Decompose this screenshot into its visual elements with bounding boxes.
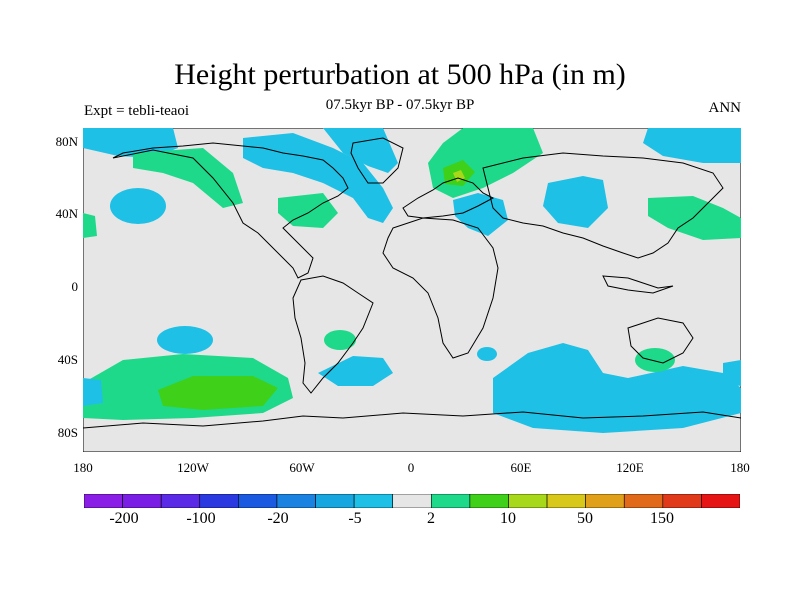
colorbar-swatch <box>160 494 201 508</box>
region-alaska-green <box>133 148 243 208</box>
region-greenland-cyan <box>323 128 398 173</box>
colorbar-swatch <box>585 494 625 508</box>
colorbar-label-2: 2 <box>427 510 435 527</box>
colorbar-swatch <box>662 494 702 508</box>
region-south-atlantic-cyan <box>318 356 393 386</box>
lon-tick-120e: 120E <box>616 460 644 475</box>
colorbar-swatch <box>199 494 239 508</box>
colorbar-label-150: 150 <box>650 510 674 527</box>
coast-europe <box>402 177 495 219</box>
colorbar-swatch <box>238 494 278 508</box>
colorbar-label-10: 10 <box>500 510 516 527</box>
lon-tick-180w: 180 <box>73 460 93 475</box>
lon-tick-0: 0 <box>407 460 415 475</box>
region-pacific-cyan-blob <box>110 188 166 224</box>
coast-antarctica <box>83 411 741 429</box>
colorbar-swatch <box>84 494 123 508</box>
experiment-label: Expt = tebli-teaoi <box>84 103 190 119</box>
lon-tick-60w: 60W <box>289 460 315 475</box>
lon-tick-120w: 120W <box>177 460 209 475</box>
anomaly-regions <box>83 128 741 433</box>
colorbar-swatch <box>353 494 394 508</box>
colorbar-swatch <box>508 494 548 508</box>
colorbar-label-minus20: -20 <box>267 510 289 527</box>
colorbar-label-minus200: -200 <box>109 510 139 527</box>
coast-greenland <box>350 137 404 184</box>
coastlines <box>83 137 741 429</box>
region-southern-indian-cyan <box>493 343 741 433</box>
region-japan-green <box>648 196 741 240</box>
region-south-atlantic-green <box>324 330 356 350</box>
region-southern-cyan-east <box>723 360 741 386</box>
world-map <box>83 128 741 452</box>
chart-title: Height perturbation at 500 hPa (in m) <box>174 58 626 91</box>
lat-tick-40s: 40S <box>57 352 78 367</box>
colorbar-label-minus5: -5 <box>348 510 362 527</box>
lon-tick-60e: 60E <box>510 460 532 475</box>
period-label: 07.5kyr BP - 07.5kyr BP <box>325 97 475 113</box>
lat-tick-80s: 80S <box>57 425 78 440</box>
colorbar-swatch <box>122 494 162 508</box>
coast-asia <box>482 152 724 259</box>
season-label: ANN <box>708 100 742 116</box>
lon-tick-180e: 180 <box>730 460 750 475</box>
colorbar <box>84 494 740 508</box>
coast-indonesia <box>602 275 674 294</box>
colorbar-label-minus100: -100 <box>186 510 216 527</box>
coast-south-america <box>292 275 374 394</box>
colorbar-swatch <box>546 494 586 508</box>
lat-tick-40n: 40N <box>55 206 78 221</box>
colorbar-swatch <box>701 494 740 508</box>
region-nw-atlantic-green <box>278 193 338 228</box>
coast-north-america <box>112 142 349 279</box>
colorbar-swatch <box>623 494 664 508</box>
colorbar-swatch <box>276 494 316 508</box>
region-canada-cyan <box>243 133 393 223</box>
region-west-atlantic-green <box>83 213 97 238</box>
region-mideast-cyan <box>453 193 508 236</box>
region-siberia-cyan <box>543 176 608 228</box>
region-south-africa-cyan <box>477 347 497 361</box>
colorbar-swatch <box>315 494 355 508</box>
region-nw-pacific-cyan <box>643 128 741 163</box>
lat-tick-0: 0 <box>71 279 79 294</box>
colorbar-label-50: 50 <box>577 510 593 527</box>
colorbar-swatch <box>392 494 432 508</box>
colorbar-swatch <box>430 494 471 508</box>
region-south-pacific-cyan <box>157 326 213 354</box>
coast-africa <box>382 217 499 359</box>
colorbar-swatch <box>469 494 509 508</box>
coast-australia <box>627 317 694 364</box>
region-australia-green <box>635 348 675 372</box>
lat-tick-80n: 80N <box>55 134 78 149</box>
region-southern-ocean-cyan-west <box>83 378 103 406</box>
region-southern-pacific-strong <box>158 376 278 410</box>
